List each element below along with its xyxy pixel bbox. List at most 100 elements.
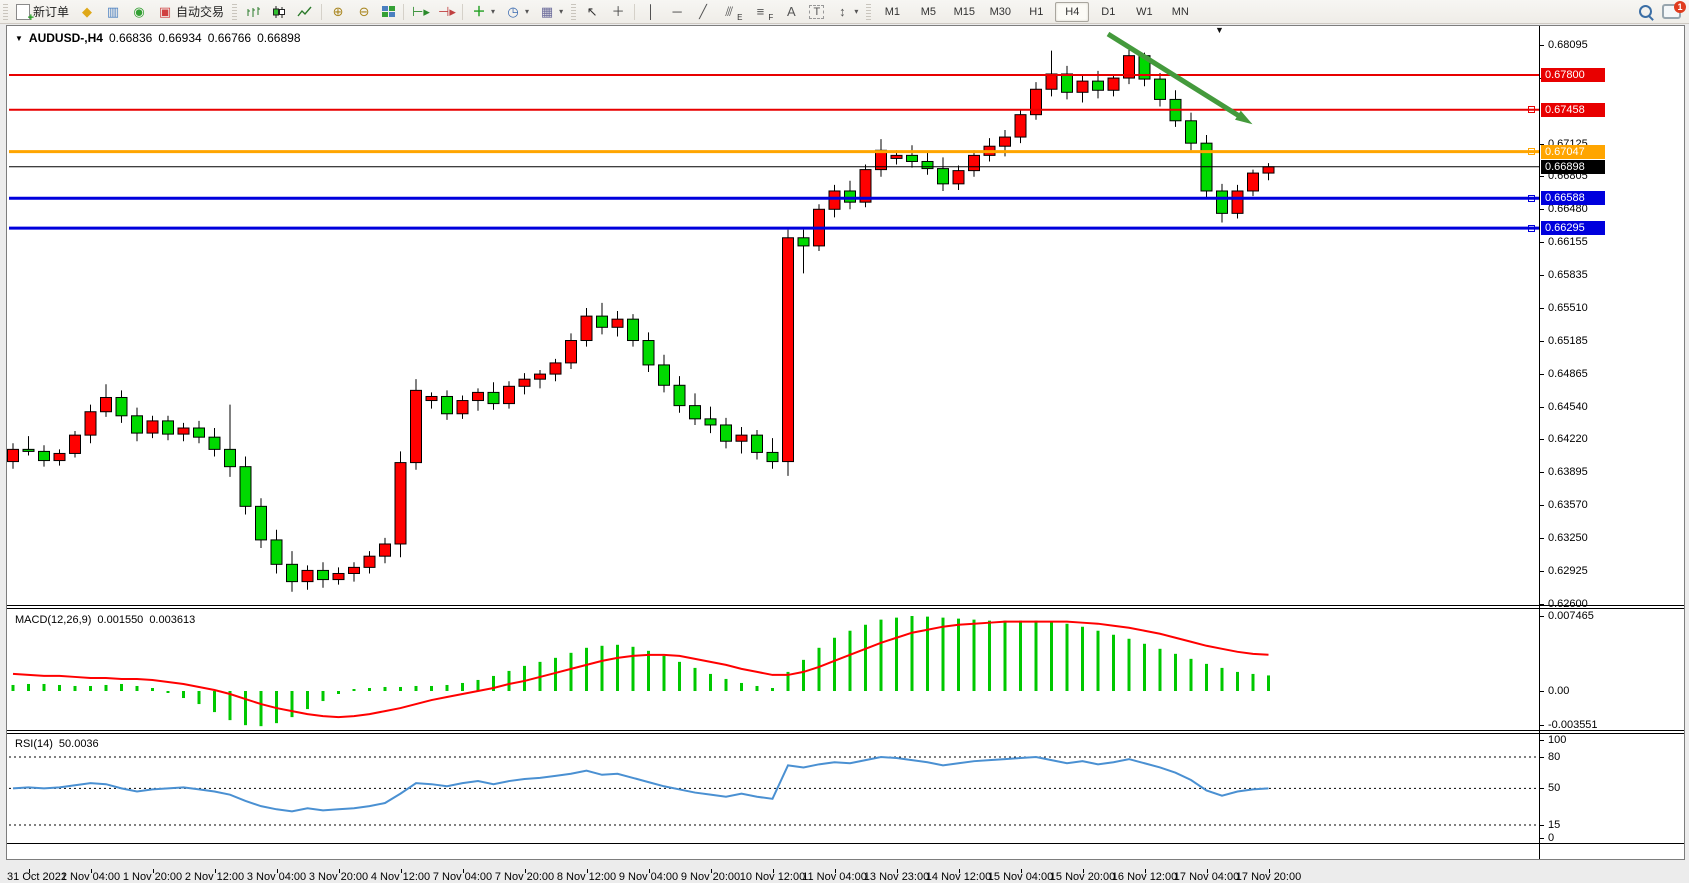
auto-scroll-button[interactable]: ⊢▸	[407, 1, 433, 23]
timeframe-d1-button[interactable]: D1	[1101, 5, 1116, 18]
hline-handle[interactable]	[1528, 148, 1535, 156]
arrows-tool-button[interactable]: ↕ ▾	[829, 1, 863, 23]
new-order-button[interactable]: + 新订单	[11, 1, 74, 23]
timeframe-mn-button[interactable]: MN	[1171, 5, 1189, 18]
gold-button[interactable]: ◆	[74, 1, 100, 23]
time-axis-label[interactable]: 16 Nov 12:00	[1111, 871, 1178, 883]
candle-chart-mode-button[interactable]	[266, 1, 292, 23]
chart-shift-button[interactable]: ⊣▸	[433, 1, 459, 23]
price-tick-label: 0.65835	[1548, 268, 1588, 281]
price-tick-mark	[1540, 209, 1544, 211]
toolbar-grip	[232, 3, 238, 20]
chart-window[interactable]: ▼ AUDUSD-,H4 0.66836 0.66934 0.66766 0.6…	[6, 25, 1685, 883]
history-chart-icon: ▥	[106, 3, 120, 19]
macd-tick-mark	[1540, 616, 1544, 617]
time-axis-label[interactable]: 1 Nov 20:00	[122, 871, 183, 883]
hline-handle[interactable]	[1528, 106, 1535, 114]
text-icon: A	[786, 3, 796, 19]
timeframe-h1-button[interactable]: H1	[1029, 5, 1044, 18]
fibonacci-tool-button[interactable]: ≡ F	[747, 1, 778, 23]
price-line-badge: 0.66295	[1541, 221, 1605, 236]
signals-button[interactable]: ◉	[126, 1, 152, 23]
time-axis-label[interactable]: 3 Nov 20:00	[308, 871, 369, 883]
crosshair-icon: ＋	[611, 3, 625, 19]
new-order-icon: +	[16, 3, 34, 23]
hline-handle[interactable]	[1528, 194, 1535, 202]
time-axis-label[interactable]: 15 Nov 04:00	[987, 871, 1054, 883]
time-axis-label[interactable]: 1 Nov 04:00	[60, 871, 121, 883]
price-tick-label: 0.62925	[1548, 564, 1588, 577]
time-axis-label[interactable]: 11 Nov 04:00	[802, 871, 867, 883]
toolbar-separator	[634, 3, 636, 20]
time-axis-label[interactable]: 7 Nov 04:00	[432, 871, 493, 883]
price-tick-mark	[1540, 44, 1544, 46]
chart-shift-marker[interactable]: ▼	[1215, 25, 1224, 35]
timeframe-m30-button[interactable]: M30	[989, 5, 1012, 18]
bar-chart-mode-button[interactable]	[240, 1, 266, 23]
pane-separator[interactable]	[7, 605, 1684, 606]
price-tick-mark	[1540, 570, 1544, 572]
text-label-tool-button[interactable]: T	[804, 1, 829, 23]
price-tick-mark	[1540, 604, 1544, 605]
chevron-down-icon[interactable]: ▼	[15, 33, 23, 43]
tile-windows-button[interactable]	[377, 1, 400, 23]
price-tick-label: 0.65510	[1548, 301, 1588, 314]
horizontal-line-tool-button[interactable]: ─	[664, 1, 690, 23]
macd-tick-label: 0.007465	[1548, 610, 1594, 622]
hline-handle[interactable]	[1528, 224, 1535, 232]
time-axis-label[interactable]: 31 Oct 2022	[7, 871, 67, 883]
time-axis-label[interactable]: 14 Nov 12:00	[925, 871, 992, 883]
pane-separator[interactable]	[7, 733, 1684, 734]
zoom-in-button[interactable]: ⊕	[325, 1, 351, 23]
time-axis-label[interactable]: 3 Nov 04:00	[246, 871, 307, 883]
rsi-tick-label: 100	[1548, 734, 1567, 747]
price-line-badge: 0.67458	[1541, 102, 1605, 117]
time-axis-label[interactable]: 17 Nov 04:00	[1173, 871, 1240, 883]
time-axis-label[interactable]: 8 Nov 12:00	[556, 871, 617, 883]
ohlc-low: 0.66766	[207, 31, 252, 45]
time-axis-label[interactable]: 10 Nov 12:00	[739, 871, 806, 883]
time-axis-label[interactable]: 17 Nov 20:00	[1235, 871, 1302, 883]
history-center-button[interactable]: ▥	[100, 1, 126, 23]
template-button[interactable]: ▦ ▾	[534, 1, 568, 23]
auto-trading-button[interactable]: ▣ 自动交易	[152, 1, 229, 23]
timeframe-w1-button[interactable]: W1	[1136, 5, 1153, 18]
price-tick-label: 0.66480	[1548, 203, 1588, 216]
template-icon: ▦	[540, 3, 554, 19]
toolbar-grip	[571, 3, 577, 20]
toolbar-separator	[321, 3, 323, 20]
text-tool-button[interactable]: A	[778, 1, 804, 23]
zoom-out-button[interactable]: ⊖	[351, 1, 377, 23]
time-axis-label[interactable]: 15 Nov 20:00	[1049, 871, 1116, 883]
zoom-out-icon: ⊖	[358, 3, 370, 19]
time-axis-label[interactable]: 2 Nov 12:00	[184, 871, 245, 883]
price-tick-mark	[1540, 439, 1544, 441]
pane-separator[interactable]	[7, 730, 1684, 731]
toolbar-grip	[866, 3, 872, 20]
time-axis-label[interactable]: 13 Nov 23:00	[863, 871, 930, 883]
time-axis-label[interactable]: 9 Nov 20:00	[680, 871, 741, 883]
pane-separator[interactable]	[7, 608, 1684, 609]
crosshair-tool-button[interactable]: ＋	[605, 1, 631, 23]
vertical-line-icon: │	[647, 3, 656, 19]
time-axis-label[interactable]: 4 Nov 12:00	[370, 871, 431, 883]
price-line-badge: 0.66588	[1541, 191, 1605, 206]
cursor-tool-button[interactable]: ↖	[579, 1, 605, 23]
price-axis[interactable]	[1539, 26, 1684, 859]
timeframe-m15-button[interactable]: M15	[953, 5, 976, 18]
vertical-line-tool-button[interactable]: │	[638, 1, 664, 23]
trendline-tool-button[interactable]: ╱	[690, 1, 716, 23]
time-axis-label[interactable]: 9 Nov 04:00	[618, 871, 679, 883]
timeframe-m5-button[interactable]: M5	[920, 5, 936, 18]
timeframe-h4-button[interactable]: H4	[1055, 1, 1090, 22]
timeframe-m1-button[interactable]: M1	[884, 5, 900, 18]
new-chart-button[interactable]: ＋ ▾	[466, 1, 500, 23]
line-chart-mode-button[interactable]	[292, 1, 318, 23]
search-icon[interactable]	[1639, 5, 1654, 21]
time-axis-label[interactable]: 7 Nov 20:00	[494, 871, 555, 883]
dropdown-caret-icon: ▾	[491, 7, 496, 16]
bar-chart-icon	[247, 6, 261, 17]
notifications-icon[interactable]: 1	[1662, 1, 1686, 19]
period-button[interactable]: ◷ ▾	[500, 1, 534, 23]
channel-tool-button[interactable]: ⫻ E	[716, 1, 747, 23]
